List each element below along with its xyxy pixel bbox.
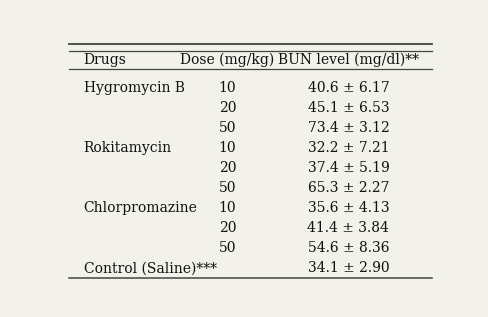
Text: 40.6 ± 6.17: 40.6 ± 6.17 [307,81,389,95]
Text: Hygromycin B: Hygromycin B [84,81,184,95]
Text: 20: 20 [219,221,236,235]
Text: 73.4 ± 3.12: 73.4 ± 3.12 [307,121,389,135]
Text: 10: 10 [219,201,236,215]
Text: Dose (mg/kg): Dose (mg/kg) [180,53,275,67]
Text: Drugs: Drugs [84,53,126,67]
Text: 10: 10 [219,81,236,95]
Text: Chlorpromazine: Chlorpromazine [84,201,198,215]
Text: 32.2 ± 7.21: 32.2 ± 7.21 [307,141,389,155]
Text: 37.4 ± 5.19: 37.4 ± 5.19 [307,161,389,175]
Text: 41.4 ± 3.84: 41.4 ± 3.84 [307,221,389,235]
Text: 50: 50 [219,241,236,255]
Text: 20: 20 [219,161,236,175]
Text: 20: 20 [219,101,236,115]
Text: 34.1 ± 2.90: 34.1 ± 2.90 [307,261,389,275]
Text: BUN level (mg/dl)**: BUN level (mg/dl)** [278,53,419,67]
Text: 50: 50 [219,181,236,195]
Text: Rokitamycin: Rokitamycin [84,141,172,155]
Text: 65.3 ± 2.27: 65.3 ± 2.27 [307,181,389,195]
Text: 50: 50 [219,121,236,135]
Text: Control (Saline)***: Control (Saline)*** [84,261,217,275]
Text: 35.6 ± 4.13: 35.6 ± 4.13 [307,201,389,215]
Text: 54.6 ± 8.36: 54.6 ± 8.36 [307,241,389,255]
Text: 10: 10 [219,141,236,155]
Text: 45.1 ± 6.53: 45.1 ± 6.53 [307,101,389,115]
